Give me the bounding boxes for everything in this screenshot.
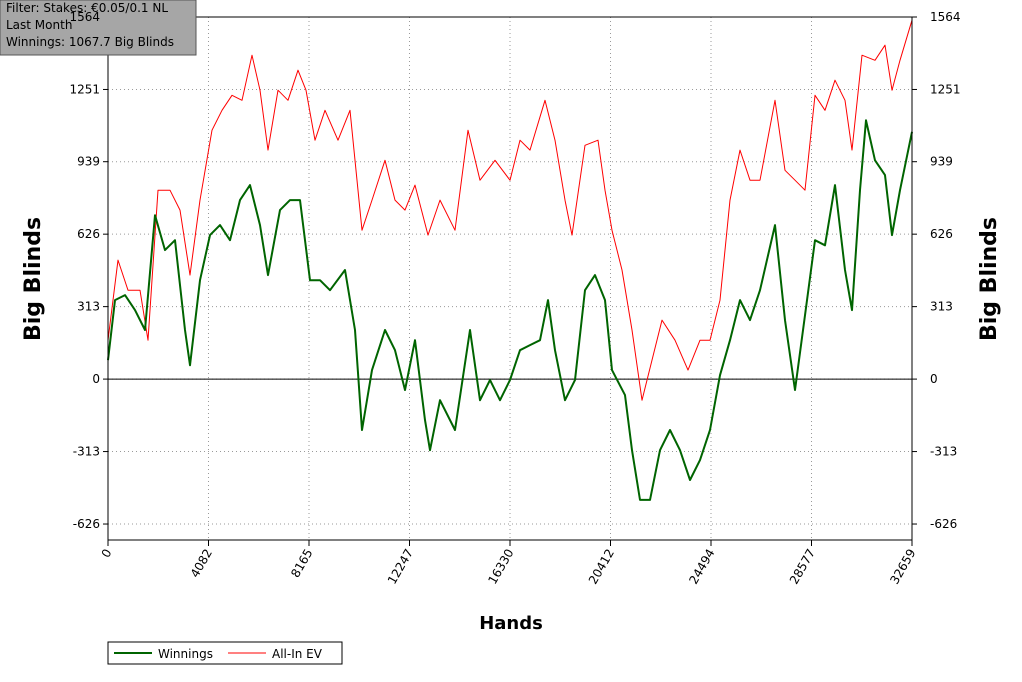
y-tick-label: 0: [92, 372, 100, 386]
plot-frame: [107, 16, 913, 541]
y-tick-label: 1251: [69, 82, 100, 96]
legend-label: All-In EV: [272, 647, 323, 661]
info-text: Filter: Stakes: €0.05/0.1 NL: [6, 1, 168, 15]
y-tick-label: 313: [77, 300, 100, 314]
plot-area: [103, 16, 917, 546]
y2-tick-label: 626: [930, 227, 953, 241]
legend: Winnings All-In EV: [107, 641, 343, 665]
y-tick-label: 626: [77, 227, 100, 241]
y2-tick-label: 0: [930, 372, 938, 386]
info-text: Winnings: 1067.7 Big Blinds: [6, 35, 174, 49]
y2-tick-label: 1251: [930, 82, 961, 96]
series-line: [107, 119, 913, 501]
y2-tick-label: 1564: [930, 10, 961, 24]
y2-tick-label: -313: [930, 445, 957, 459]
y-axis-title: Big Blinds: [21, 217, 46, 341]
y-tick-label: 1564: [69, 10, 100, 24]
y2-tick-label: 939: [930, 155, 953, 169]
info-box: [0, 0, 197, 56]
info-text: Last Month: [6, 18, 72, 32]
y2-axis-title: Big Blinds: [977, 217, 1002, 341]
y2-tick-label: -626: [930, 517, 957, 531]
y-tick-label: -313: [73, 445, 100, 459]
legend-box: [107, 641, 343, 665]
legend-label: Winnings: [158, 647, 213, 661]
y-tick-label: 939: [77, 155, 100, 169]
y-tick-label: -626: [73, 517, 100, 531]
x-axis-title: Hands: [479, 613, 543, 634]
series-line: [107, 20, 913, 401]
y2-tick-label: 313: [930, 300, 953, 314]
